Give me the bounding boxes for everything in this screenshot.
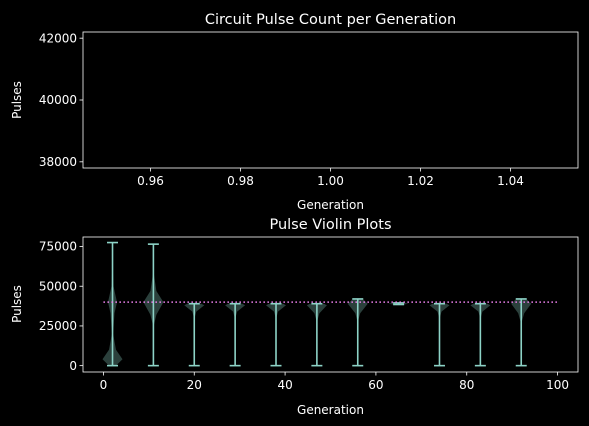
bottom-chart-ylabel: Pulses: [10, 285, 24, 323]
bottom-ytick-label: 0: [69, 359, 77, 373]
top-chart-xlabel: Generation: [297, 198, 364, 212]
bottom-xtick-label: 80: [459, 378, 474, 392]
top-plot-area: 0.96 0.98 1.00 1.02 1.04 38000 40000 42000: [39, 31, 579, 188]
bottom-xtick-label: 40: [277, 378, 292, 392]
top-xtick-label: 0.98: [227, 174, 254, 188]
bottom-xtick-label: 100: [546, 378, 569, 392]
bottom-xtick-label: 20: [187, 378, 202, 392]
top-xtick-label: 1.04: [497, 174, 524, 188]
top-ytick-label: 40000: [39, 93, 77, 107]
top-chart-ylabel: Pulses: [10, 81, 24, 119]
top-axes-frame: [82, 31, 579, 169]
top-xtick-label: 1.02: [407, 174, 434, 188]
top-chart-title: Circuit Pulse Count per Generation: [205, 12, 456, 28]
top-chart: Circuit Pulse Count per Generation 0.96 0…: [10, 12, 579, 212]
bottom-axes-frame: [82, 236, 579, 373]
bottom-chart-title: Pulse Violin Plots: [269, 217, 391, 233]
bottom-plot-area: 0 20 40 60 80 100 0 25000 50000 75000: [39, 236, 579, 392]
bottom-xtick-label: 60: [368, 378, 383, 392]
bottom-chart: Pulse Violin Plots 0 20 40 60 80 100 0 25000 500…: [10, 217, 579, 417]
bottom-xtick-label: 0: [100, 378, 108, 392]
bottom-ytick-label: 75000: [39, 240, 77, 254]
top-ytick-label: 42000: [39, 31, 77, 45]
top-xtick-label: 1.00: [317, 174, 344, 188]
top-xtick-label: 0.96: [137, 174, 164, 188]
bottom-ytick-label: 25000: [39, 319, 77, 333]
bottom-ytick-label: 50000: [39, 279, 77, 293]
top-ytick-label: 38000: [39, 155, 77, 169]
bottom-chart-xlabel: Generation: [297, 403, 364, 417]
